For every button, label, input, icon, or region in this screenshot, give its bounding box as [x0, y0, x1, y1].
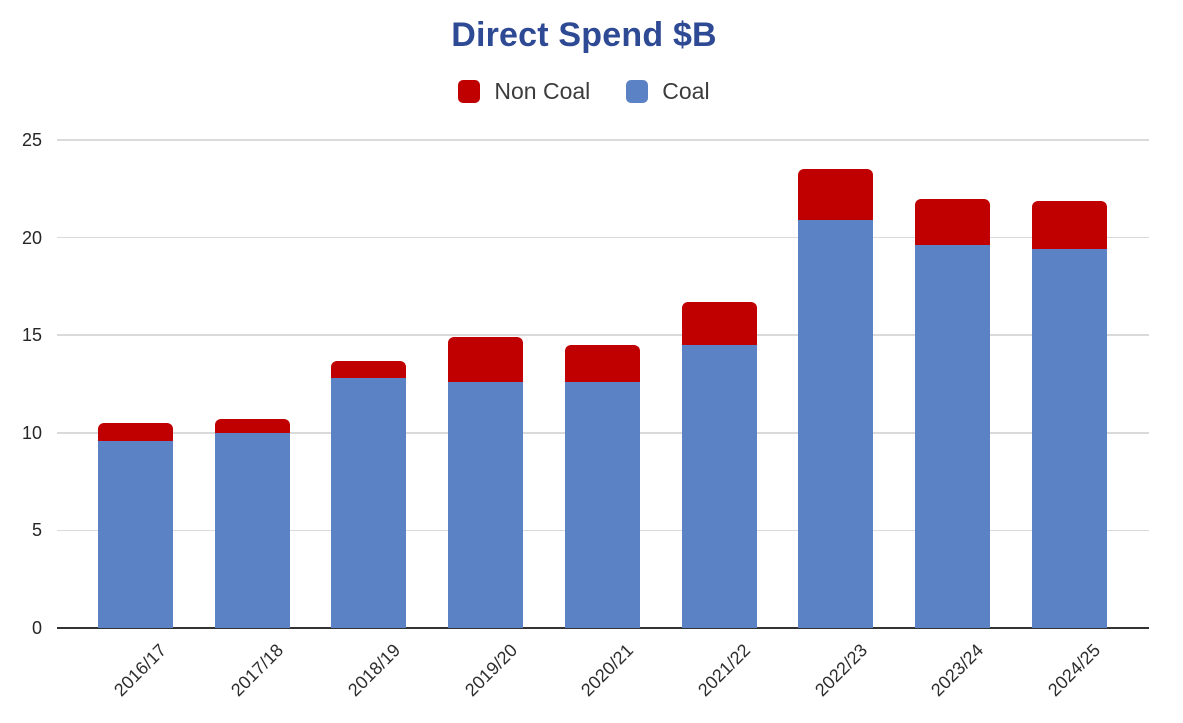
x-axis-label-2018-19: 2018/19 — [343, 640, 405, 701]
legend-label-coal: Coal — [662, 78, 710, 104]
x-axis-label-2022-23: 2022/23 — [810, 640, 871, 701]
coal-swatch-icon — [626, 80, 649, 103]
bar-segment-non-coal-2019-20[interactable] — [448, 337, 524, 383]
bar-segment-coal-2019-20[interactable] — [448, 382, 524, 628]
legend-item-coal[interactable]: Coal — [626, 78, 710, 105]
legend: Non Coal Coal — [0, 78, 1168, 105]
bar-segment-non-coal-2023-24[interactable] — [914, 198, 990, 246]
x-axis-baseline — [57, 627, 1149, 629]
x-axis-label-2024-25: 2024/25 — [1044, 640, 1105, 701]
x-axis-label-2020-21: 2020/21 — [577, 640, 638, 701]
bar-segment-non-coal-2018-19[interactable] — [331, 360, 407, 379]
bar-segment-coal-2018-19[interactable] — [331, 378, 407, 628]
bar-segment-coal-2023-24[interactable] — [914, 245, 990, 628]
y-axis-label-20: 20 — [21, 227, 42, 248]
bar-segment-non-coal-2020-21[interactable] — [564, 344, 640, 383]
bar-segment-coal-2016-17[interactable] — [98, 440, 173, 628]
bar-segment-non-coal-2021-22[interactable] — [681, 302, 757, 345]
gridline-y-15 — [57, 334, 1149, 336]
y-axis-label-0: 0 — [31, 618, 42, 638]
bar-segment-coal-2020-21[interactable] — [564, 382, 640, 628]
x-axis-label-2017-18: 2017/18 — [227, 640, 288, 701]
bar-segment-coal-2017-18[interactable] — [214, 432, 290, 628]
bar-segment-coal-2022-23[interactable] — [798, 220, 874, 628]
x-axis-label-2021-22: 2021/22 — [693, 640, 755, 701]
x-axis-label-2023-24: 2023/24 — [927, 640, 988, 701]
bar-segment-coal-2021-22[interactable] — [681, 344, 757, 628]
bar-segment-non-coal-2024-25[interactable] — [1031, 200, 1107, 250]
y-axis-label-10: 10 — [21, 422, 42, 443]
legend-item-non-coal[interactable]: Non Coal — [458, 78, 590, 105]
bar-segment-non-coal-2022-23[interactable] — [798, 169, 874, 221]
x-axis-label-2016-17: 2016/17 — [110, 640, 171, 701]
bar-segment-non-coal-2017-18[interactable] — [214, 419, 290, 433]
x-axis-label-2019-20: 2019/20 — [460, 640, 521, 701]
y-axis-label-5: 5 — [31, 520, 42, 541]
gridline-y-25 — [57, 139, 1149, 141]
chart-title: Direct Spend $B — [451, 16, 717, 54]
y-axis-label-15: 15 — [21, 325, 42, 346]
y-axis-label-25: 25 — [21, 130, 42, 150]
legend-label-non-coal: Non Coal — [494, 78, 591, 104]
bar-segment-non-coal-2016-17[interactable] — [98, 423, 173, 441]
non-coal-swatch-icon — [458, 80, 481, 103]
gridline-y-20 — [57, 236, 1149, 239]
bar-segment-coal-2024-25[interactable] — [1031, 249, 1107, 628]
